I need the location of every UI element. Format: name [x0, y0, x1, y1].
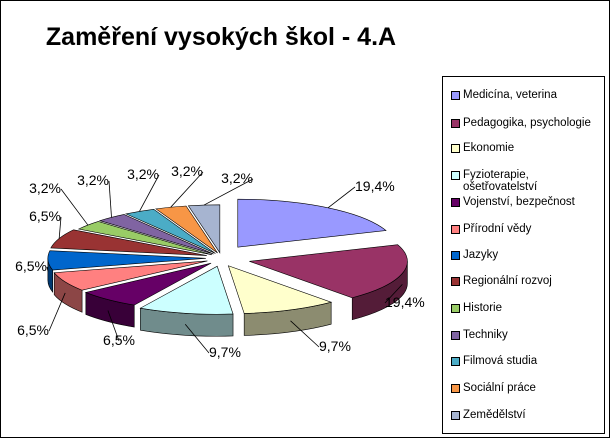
leader-line: [60, 188, 89, 226]
data-label: 19,4%: [355, 178, 395, 194]
pie-slice: [249, 244, 408, 299]
leader-line: [48, 292, 66, 332]
pie-slice: [77, 221, 213, 256]
data-label: 19,4%: [385, 294, 425, 310]
leader-line: [46, 266, 49, 272]
pie-side-walls: [47, 258, 408, 337]
pie-slice: [53, 260, 208, 291]
data-label: 3,2%: [221, 170, 253, 186]
pie-slice: [139, 265, 234, 315]
legend-swatch: [451, 198, 460, 207]
leader-line: [327, 186, 356, 209]
pie-slice: [155, 205, 218, 254]
data-label: 6,5%: [29, 208, 61, 224]
pie-slice: [187, 204, 221, 254]
legend-swatch: [451, 251, 460, 260]
legend-label: Zemědělství: [463, 409, 526, 421]
data-label: 3,2%: [127, 166, 159, 182]
legend-swatch: [451, 304, 460, 313]
data-label: 9,7%: [319, 338, 351, 354]
legend-label: Jazyky: [463, 249, 499, 261]
chart-title: Zaměření vysokých škol - 4.A: [45, 23, 397, 51]
legend-swatch: [451, 171, 460, 180]
pie-slice: [237, 198, 387, 248]
leader-line: [384, 284, 403, 304]
data-label: 3,2%: [29, 180, 61, 196]
legend-swatch: [451, 91, 460, 100]
pie-slice: [47, 250, 206, 271]
legend-swatch: [451, 411, 460, 420]
leader-line: [108, 180, 112, 218]
legend-label: Ekonomie: [463, 142, 515, 154]
data-label: 6,5%: [103, 332, 135, 348]
legend-label: Regionální rozvoj: [463, 275, 552, 287]
legend-swatch: [451, 225, 460, 234]
data-label: 3,2%: [171, 163, 203, 179]
pie-slice: [227, 265, 333, 314]
legend-label: Pedagogika, psychologie: [463, 117, 591, 129]
leader-line: [203, 178, 254, 206]
pie-slice: [84, 262, 212, 306]
pie-slice: [50, 229, 207, 256]
data-label: 6,5%: [17, 322, 49, 338]
data-label: 6,5%: [15, 258, 47, 274]
legend-swatch: [451, 357, 460, 366]
legend-label: Fyzioterapie, ošetřovatelství: [463, 169, 538, 193]
leader-line: [107, 310, 120, 342]
legend-swatch: [451, 277, 460, 286]
legend-label: Filmová studia: [463, 355, 538, 367]
leader-line: [58, 216, 62, 239]
pie-slice-tops: [47, 198, 408, 315]
legend-label: Historie: [463, 302, 502, 314]
data-labels: 19,4% 19,4% 9,7% 9,7% 6,5% 6,5% 6,5% 6,5% 3,2% 3,…: [15, 163, 425, 360]
leader-line: [170, 171, 204, 208]
legend: Medicína, veterina Pedagogika, psychologi…: [442, 76, 605, 434]
legend-label: Vojenství, bezpečnost: [463, 196, 575, 208]
legend-swatch: [451, 331, 460, 340]
legend-label: Techniky: [463, 329, 508, 341]
leader-line: [290, 320, 320, 348]
legend-swatch: [451, 119, 460, 128]
legend-label: Sociální práce: [463, 382, 536, 394]
legend-swatch: [451, 384, 460, 393]
data-label: 9,7%: [209, 344, 241, 360]
legend-swatch: [451, 144, 460, 153]
leader-line: [184, 323, 210, 354]
leader-line: [139, 174, 160, 212]
legend-label: Medicína, veterina: [463, 89, 557, 101]
legend-label: Přírodní vědy: [463, 223, 532, 235]
data-label: 3,2%: [77, 172, 109, 188]
